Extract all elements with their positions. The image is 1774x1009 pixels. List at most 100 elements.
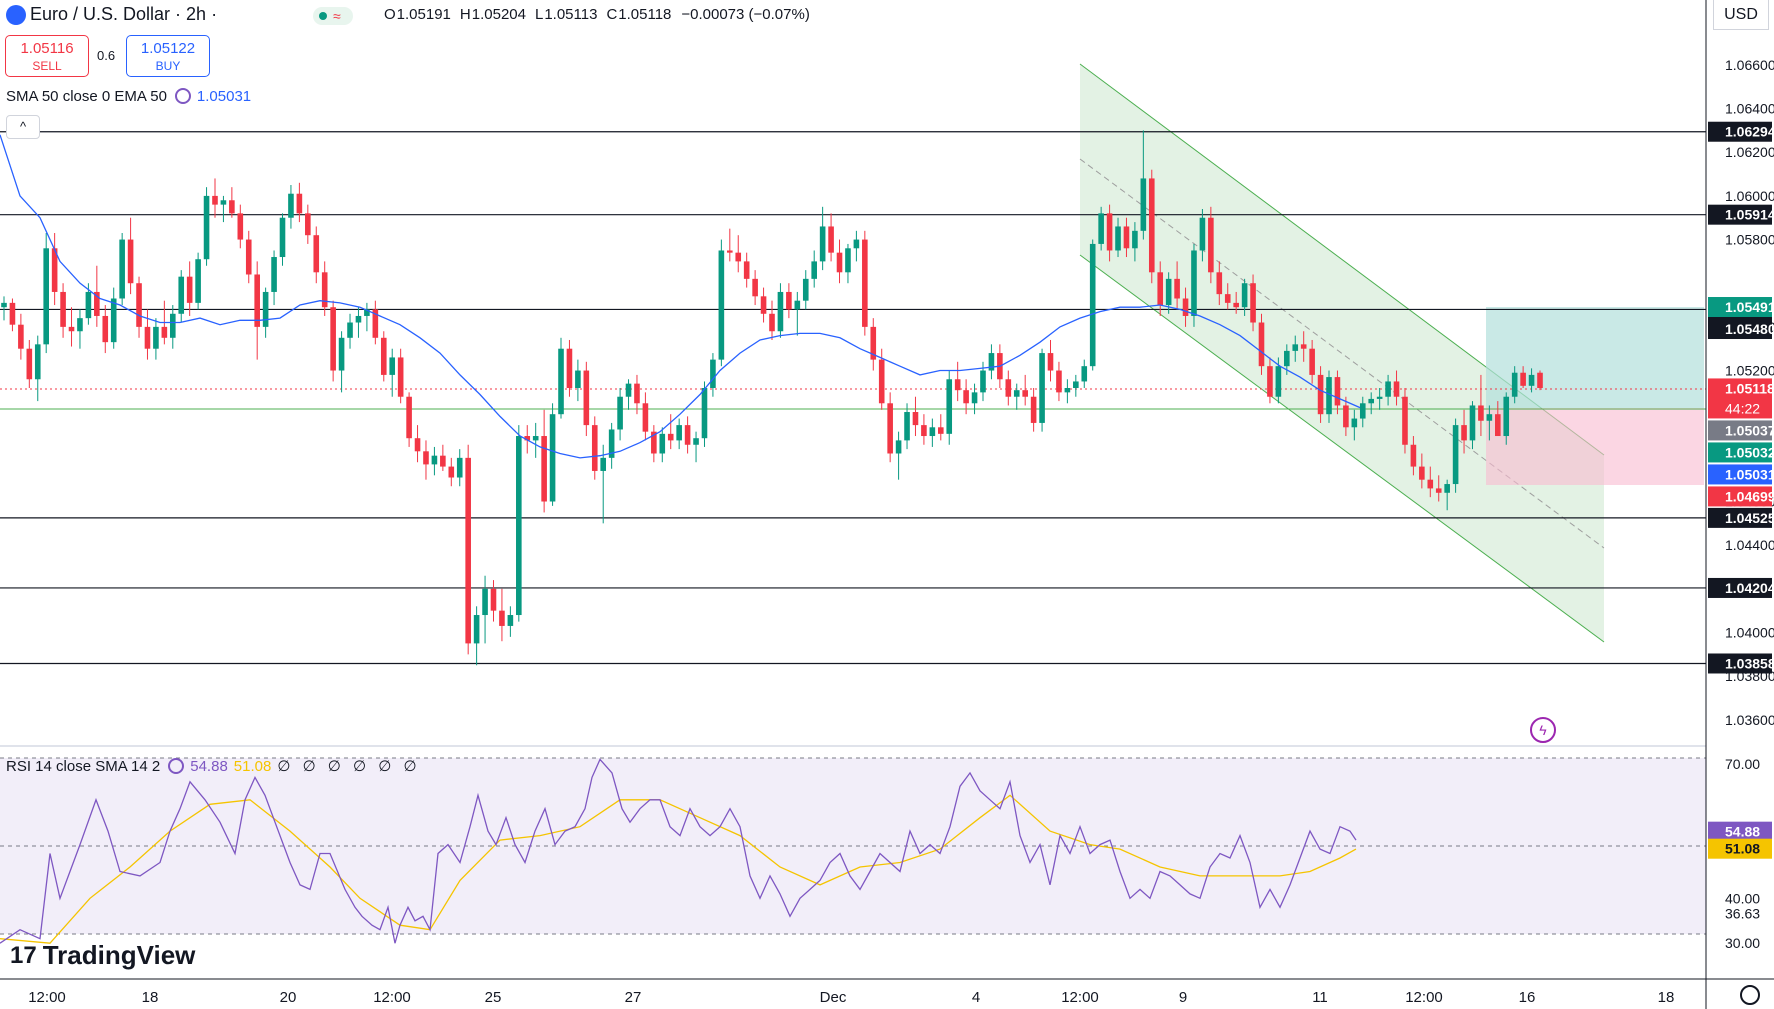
candle-body[interactable]	[144, 326, 151, 349]
candle-body[interactable]	[43, 248, 49, 345]
candle-body[interactable]	[229, 200, 235, 214]
candle-body[interactable]	[1537, 372, 1543, 388]
candle-body[interactable]	[279, 217, 286, 258]
candle-body[interactable]	[271, 257, 277, 292]
candle-body[interactable]	[1284, 350, 1290, 367]
candle-body[interactable]	[296, 193, 303, 214]
candle-body[interactable]	[549, 414, 556, 502]
candle-body[interactable]	[836, 252, 843, 273]
candle-body[interactable]	[321, 272, 328, 308]
candle-body[interactable]	[1376, 396, 1383, 399]
candle-body[interactable]	[524, 436, 531, 441]
candle-body[interactable]	[743, 261, 750, 279]
candle-body[interactable]	[684, 425, 691, 445]
candle-body[interactable]	[929, 427, 936, 437]
candle-body[interactable]	[102, 315, 109, 343]
candle-body[interactable]	[980, 370, 986, 393]
candle-body[interactable]	[558, 348, 564, 415]
candle-body[interactable]	[1351, 418, 1358, 428]
candle-body[interactable]	[237, 213, 244, 240]
candle-body[interactable]	[203, 195, 210, 260]
candle-body[interactable]	[1469, 405, 1476, 441]
candle-body[interactable]	[1326, 377, 1332, 415]
candle-body[interactable]	[667, 433, 674, 441]
candle-body[interactable]	[1224, 294, 1231, 303]
candle-body[interactable]	[456, 457, 463, 478]
candle-body[interactable]	[760, 296, 767, 314]
candle-body[interactable]	[862, 239, 868, 327]
candles[interactable]	[1, 130, 1543, 666]
candle-body[interactable]	[507, 615, 514, 626]
symbol-title[interactable]: Euro / U.S. Dollar · 2h ·	[30, 4, 218, 24]
candle-body[interactable]	[634, 383, 640, 404]
candle-body[interactable]	[1148, 178, 1155, 273]
candle-body[interactable]	[727, 250, 733, 253]
candle-body[interactable]	[60, 291, 66, 327]
candle-body[interactable]	[1250, 283, 1256, 323]
candle-body[interactable]	[1157, 272, 1164, 306]
candle-body[interactable]	[1022, 390, 1028, 397]
candle-body[interactable]	[1106, 213, 1113, 251]
candle-body[interactable]	[1081, 366, 1088, 382]
target-zone[interactable]	[1486, 307, 1704, 408]
candle-body[interactable]	[912, 412, 919, 426]
candle-body[interactable]	[136, 283, 142, 327]
candle-body[interactable]	[153, 326, 159, 349]
candle-body[interactable]	[786, 291, 792, 310]
tradingview-logo[interactable]: 17 TradingView	[10, 940, 195, 971]
candle-body[interactable]	[1275, 366, 1282, 397]
candle-body[interactable]	[710, 359, 716, 388]
candle-body[interactable]	[1013, 390, 1020, 397]
candle-body[interactable]	[1511, 372, 1518, 397]
candle-body[interactable]	[541, 436, 547, 502]
candle-body[interactable]	[752, 278, 758, 297]
candle-body[interactable]	[195, 259, 201, 303]
candle-body[interactable]	[811, 261, 817, 279]
candle-body[interactable]	[499, 610, 505, 626]
candle-body[interactable]	[338, 337, 345, 371]
candle-body[interactable]	[245, 239, 252, 275]
candle-body[interactable]	[617, 396, 623, 430]
buy-button[interactable]: 1.05122 BUY	[126, 35, 210, 77]
candle-body[interactable]	[330, 307, 336, 371]
candle-body[interactable]	[1309, 348, 1315, 375]
candle-body[interactable]	[1056, 370, 1062, 393]
candle-body[interactable]	[1427, 479, 1434, 489]
candle-body[interactable]	[1267, 366, 1273, 397]
candle-body[interactable]	[1452, 425, 1459, 485]
candle-body[interactable]	[1064, 388, 1071, 393]
candle-body[interactable]	[1385, 381, 1391, 397]
candle-body[interactable]	[1410, 444, 1417, 467]
candle-body[interactable]	[895, 440, 902, 454]
candle-body[interactable]	[701, 388, 708, 439]
candle-body[interactable]	[600, 457, 607, 471]
candle-body[interactable]	[440, 455, 446, 467]
candle-body[interactable]	[220, 200, 227, 205]
candle-body[interactable]	[1174, 278, 1180, 299]
candle-body[interactable]	[870, 326, 877, 360]
candle-body[interactable]	[937, 427, 944, 434]
candle-body[interactable]	[1, 302, 7, 308]
market-status[interactable]: ≈	[313, 7, 353, 25]
candle-body[interactable]	[591, 425, 598, 471]
candle-body[interactable]	[1039, 353, 1045, 423]
candle-body[interactable]	[186, 276, 193, 303]
candle-body[interactable]	[448, 466, 455, 478]
candle-body[interactable]	[819, 226, 826, 262]
candle-body[interactable]	[802, 278, 809, 301]
level-price-tag[interactable]	[1708, 577, 1772, 598]
candle-body[interactable]	[34, 344, 41, 380]
candle-body[interactable]	[878, 359, 885, 404]
candle-body[interactable]	[389, 357, 396, 375]
currency-selector[interactable]: USD	[1713, 0, 1769, 30]
candle-body[interactable]	[1123, 226, 1130, 249]
candle-body[interactable]	[971, 392, 978, 404]
candle-body[interactable]	[735, 252, 742, 262]
candle-body[interactable]	[110, 298, 117, 343]
candle-body[interactable]	[305, 213, 311, 236]
candle-body[interactable]	[1216, 272, 1223, 295]
candle-body[interactable]	[1258, 322, 1265, 367]
candle-body[interactable]	[1478, 405, 1484, 421]
candle-body[interactable]	[1393, 381, 1400, 397]
